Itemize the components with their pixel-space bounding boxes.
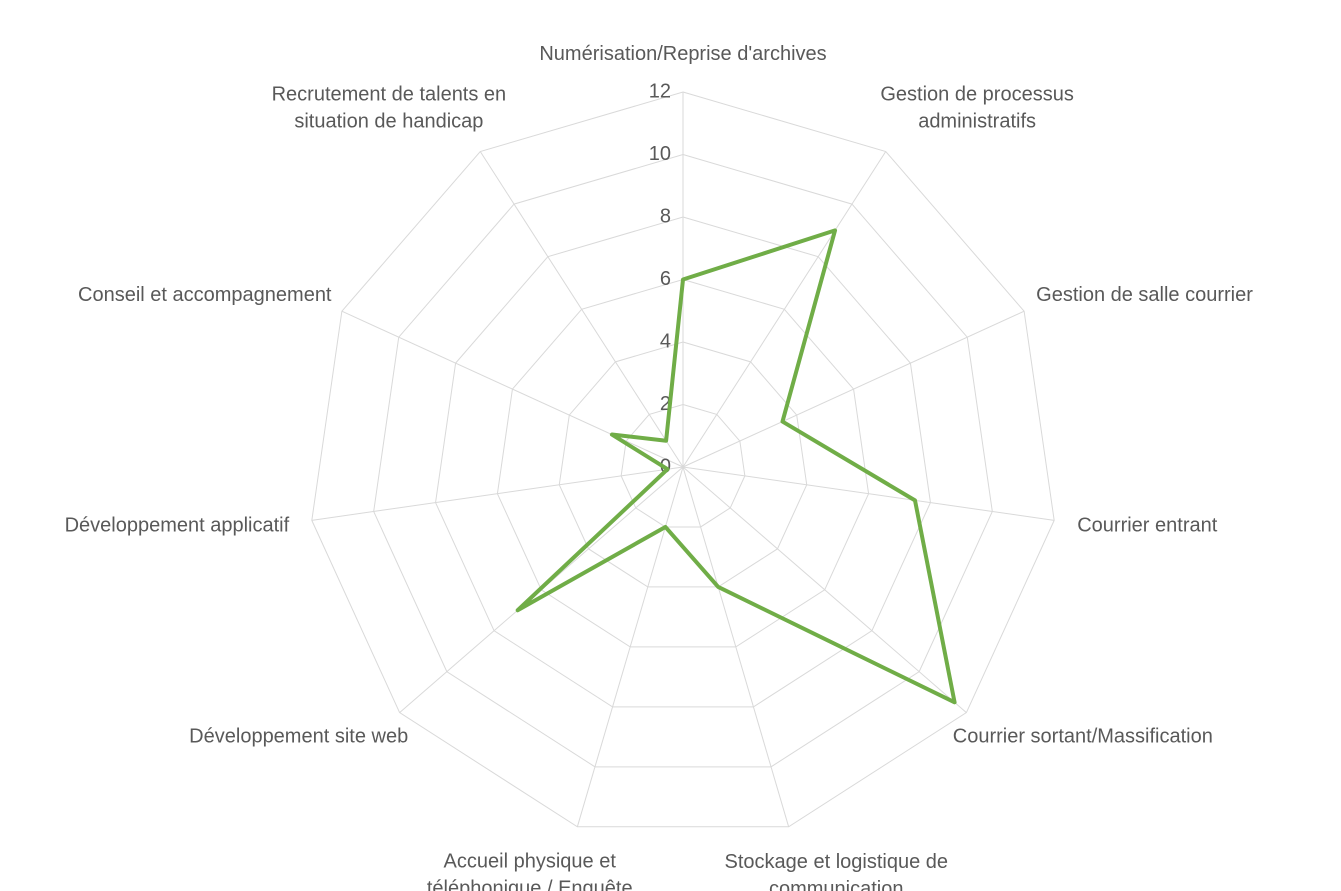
category-label: Stockage et logistique de communication xyxy=(724,850,949,891)
r-tick-label: 2 xyxy=(660,393,671,415)
category-label: Recrutement de talents en situation de h… xyxy=(271,83,507,133)
category-label: Gestion de salle courrier xyxy=(1036,284,1253,307)
grid-ring xyxy=(496,278,870,648)
category-label: Courrier entrant xyxy=(1077,514,1218,537)
category-label: Développement applicatif xyxy=(64,514,290,537)
r-tick-label: 10 xyxy=(649,143,671,165)
category-label: Numérisation/Reprise d'archives xyxy=(539,43,827,65)
grid-ring xyxy=(311,91,1055,828)
category-label: Développement site web xyxy=(189,725,409,748)
category-label: Courrier sortant/Massification xyxy=(952,725,1213,748)
r-tick-label: 6 xyxy=(660,268,671,290)
grid-ring xyxy=(373,153,993,768)
r-tick-label: 8 xyxy=(660,205,671,227)
data-line xyxy=(515,228,957,705)
grid-ring xyxy=(435,216,931,708)
grid-ring xyxy=(558,341,808,588)
r-tick-label: 12 xyxy=(649,80,671,102)
category-label: Accueil physique et téléphonique / Enquê… xyxy=(426,850,633,891)
category-label: Gestion de processus administratifs xyxy=(880,83,1074,133)
category-label: Conseil et accompagnement xyxy=(78,284,332,307)
r-tick-label: 4 xyxy=(660,330,671,352)
